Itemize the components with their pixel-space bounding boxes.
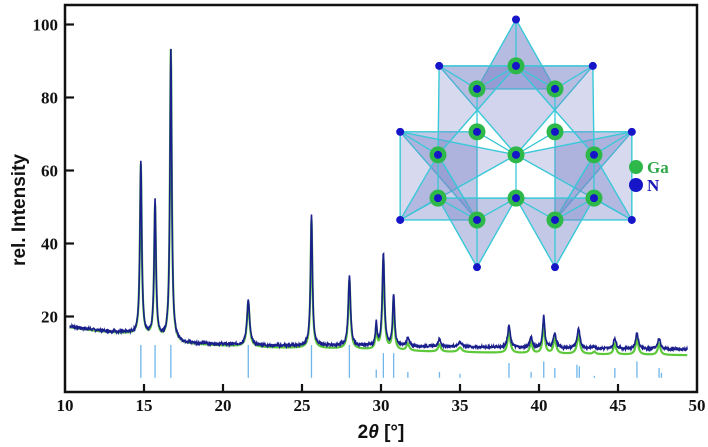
x-tick-label: 15 bbox=[136, 396, 153, 415]
n-atom-center bbox=[551, 215, 559, 224]
n-atom bbox=[473, 263, 481, 272]
x-tick-label: 45 bbox=[610, 396, 627, 415]
inset-legend: GaN bbox=[629, 158, 669, 195]
n-atom-center bbox=[512, 61, 520, 70]
y-tick-label: 20 bbox=[41, 308, 58, 327]
y-tick-label: 80 bbox=[41, 89, 58, 108]
y-tick-label: 40 bbox=[41, 235, 58, 254]
x-tick-label: 25 bbox=[294, 396, 311, 415]
y-axis-title: rel. Intensity bbox=[9, 154, 30, 266]
n-atom-center bbox=[590, 194, 598, 203]
x-axis-ticks: 10 15 20 25 30 35 40 45 50 bbox=[57, 384, 706, 415]
n-atom-center bbox=[473, 84, 481, 93]
n-atom bbox=[627, 127, 636, 136]
n-atom-center bbox=[434, 194, 442, 203]
x-tick-label: 10 bbox=[57, 396, 74, 415]
x-tick-label: 40 bbox=[531, 396, 548, 415]
x-tick-label: 20 bbox=[215, 396, 232, 415]
reflection-ticks bbox=[140, 344, 663, 378]
n-legend-label: N bbox=[647, 176, 660, 195]
n-legend-marker bbox=[629, 178, 643, 192]
n-atom-center bbox=[473, 127, 481, 136]
n-atom bbox=[512, 15, 520, 24]
y-tick-label: 100 bbox=[33, 16, 59, 35]
observed-pattern-line bbox=[69, 48, 688, 353]
n-atom bbox=[588, 61, 597, 70]
x-tick-label: 35 bbox=[452, 396, 469, 415]
n-atom bbox=[435, 61, 444, 70]
n-atom bbox=[396, 215, 405, 224]
y-tick-label: 60 bbox=[41, 162, 58, 181]
ga-legend-label: Ga bbox=[647, 158, 669, 177]
n-atom-center bbox=[551, 127, 559, 136]
x-tick-label: 50 bbox=[689, 396, 706, 415]
n-atom-center bbox=[551, 84, 559, 93]
ga-legend-marker bbox=[629, 160, 643, 174]
n-atom bbox=[396, 127, 405, 136]
n-atom-center bbox=[473, 215, 481, 224]
x-axis-title-prefix: 2 bbox=[358, 422, 369, 443]
n-atom-center bbox=[512, 150, 520, 159]
x-tick-label: 30 bbox=[373, 396, 390, 415]
n-atom-center bbox=[590, 150, 598, 159]
y-axis-ticks: 20 40 60 80 100 bbox=[33, 16, 74, 327]
crystal-structure-inset bbox=[396, 15, 636, 272]
x-axis-title: 2θ [°] bbox=[358, 422, 405, 443]
n-atom-center bbox=[512, 194, 520, 203]
n-atom-center bbox=[434, 150, 442, 159]
n-atom bbox=[627, 215, 636, 224]
x-axis-title-suffix: [°] bbox=[379, 422, 405, 443]
x-axis-title-theta: θ bbox=[368, 422, 379, 443]
n-atom bbox=[551, 263, 559, 272]
